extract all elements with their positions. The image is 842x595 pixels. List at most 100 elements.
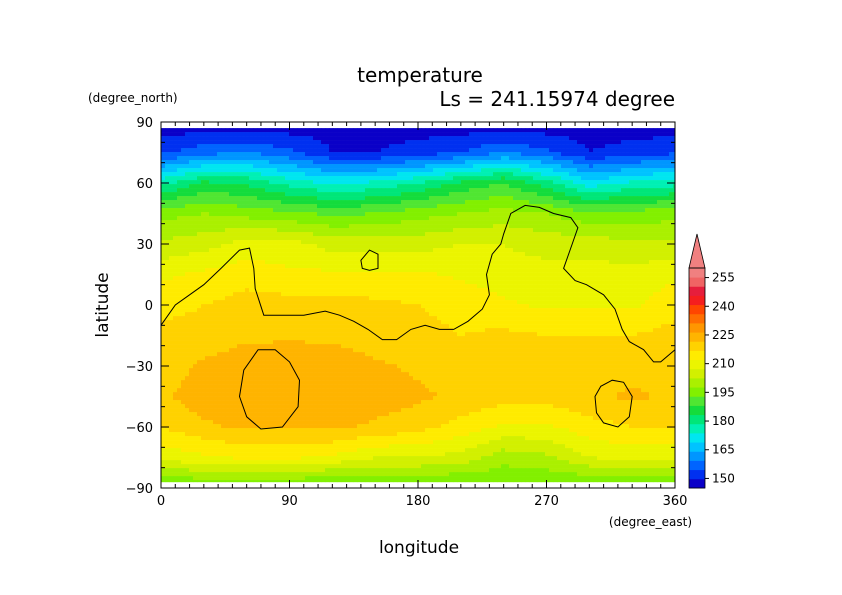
field-cell [405,204,410,209]
field-cell [385,248,390,253]
field-cell [577,192,582,197]
field-cell [513,228,518,233]
field-cell [673,132,676,137]
field-cell [525,228,530,233]
field-cell [633,276,638,281]
field-cell [285,140,290,145]
field-cell [189,196,194,201]
field-cell [245,236,250,241]
field-cell [365,192,370,197]
field-cell [169,212,174,217]
field-cell [289,220,294,225]
field-cell [481,132,486,137]
field-cell [573,140,578,145]
field-cell [601,200,606,205]
field-cell [585,236,590,241]
field-cell [325,148,330,153]
field-cell [249,280,254,285]
field-cell [533,176,538,181]
field-cell [289,152,294,157]
field-cell [381,172,386,177]
field-cell [641,148,646,153]
field-cell [505,264,510,269]
field-cell [533,140,538,145]
field-cell [445,196,450,201]
field-cell [513,256,518,261]
field-cell [585,196,590,201]
field-cell [513,260,518,265]
field-cell [481,168,486,173]
field-cell [517,200,522,205]
field-cell [353,136,358,141]
field-cell [333,252,338,257]
field-cell [513,164,518,169]
field-cell [593,244,598,249]
field-cell [369,144,374,149]
field-cell [593,200,598,205]
field-cell [481,232,486,237]
field-cell [441,240,446,245]
field-cell [281,248,286,253]
field-cell [181,152,186,157]
field-cell [309,244,314,249]
field-cell [161,144,166,149]
field-cell [437,268,442,273]
field-cell [557,240,562,245]
field-cell [581,276,586,281]
field-cell [661,232,666,237]
field-cell [261,144,266,149]
field-cell [409,148,414,153]
field-cell [305,268,310,273]
field-cell [389,184,394,189]
field-cell [185,272,190,277]
field-cell [673,232,676,237]
field-cell [477,212,482,217]
field-cell [665,212,670,217]
field-cell [533,256,538,261]
field-cell [345,140,350,145]
field-cell [221,148,226,153]
field-cell [405,224,410,229]
field-cell [245,160,250,165]
field-cell [641,136,646,141]
field-cell [233,160,238,165]
field-cell [325,128,330,133]
field-cell [245,252,250,257]
field-cell [169,132,174,137]
field-cell [661,196,666,201]
field-cell [173,172,178,177]
field-cell [389,132,394,137]
field-cell [557,164,562,169]
field-cell [437,212,442,217]
field-cell [297,148,302,153]
field-cell [429,196,434,201]
field-cell [573,244,578,249]
field-cell [357,140,362,145]
field-cell [193,180,198,185]
field-cell [649,248,654,253]
field-cell [445,248,450,253]
field-cell [497,200,502,205]
field-cell [581,264,586,269]
field-cell [269,260,274,265]
field-cell [529,232,534,237]
field-cell [661,240,666,245]
field-cell [189,224,194,229]
field-cell [341,272,346,277]
field-cell [345,200,350,205]
field-cell [457,148,462,153]
field-cell [489,128,494,133]
field-cell [197,144,202,149]
field-cell [317,260,322,265]
field-cell [409,168,414,173]
field-cell [565,168,570,173]
field-cell [633,172,638,177]
field-cell [461,184,466,189]
field-cell [621,132,626,137]
field-cell [521,160,526,165]
field-cell [573,144,578,149]
field-cell [641,180,646,185]
field-cell [617,224,622,229]
field-cell [289,212,294,217]
field-cell [301,152,306,157]
